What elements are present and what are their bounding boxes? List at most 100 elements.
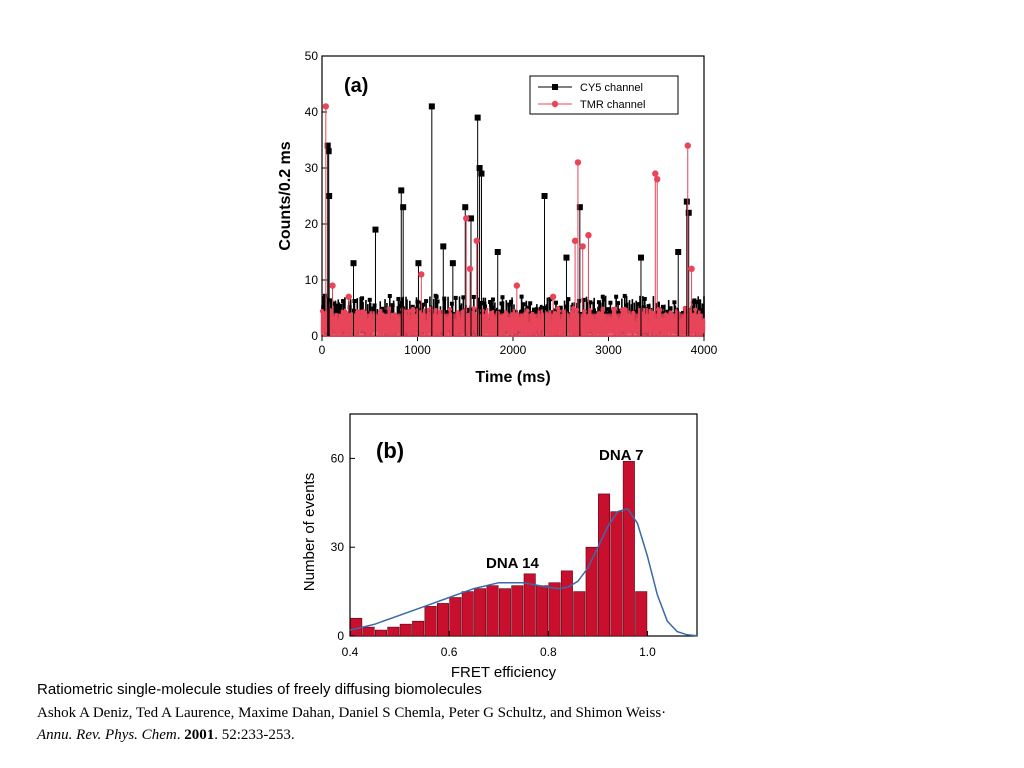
tmr-burst-point — [550, 294, 556, 300]
tmr-burst-point — [654, 176, 660, 182]
cy5-burst-point — [638, 255, 644, 261]
cy5-burst-point — [686, 210, 692, 216]
legend-tmr-label: TMR channel — [580, 99, 645, 111]
x-axis-label-a: Time (ms) — [475, 369, 550, 386]
tmr-burst-point — [575, 159, 581, 165]
tmr-burst-point — [514, 282, 520, 288]
histogram-bar — [375, 630, 386, 636]
tmr-burst-point — [323, 103, 329, 109]
panel-label-a: (a) — [344, 75, 368, 97]
annotation-dna14: DNA 14 — [486, 555, 539, 572]
y-tick-label-b: 30 — [331, 540, 345, 554]
cy5-noise-point — [461, 295, 465, 299]
y-tick-label-a: 0 — [311, 329, 318, 343]
x-tick-label-a: 4000 — [691, 343, 718, 357]
histogram-bar — [487, 586, 498, 636]
tmr-noise-point — [387, 306, 391, 310]
tmr-burst-point — [688, 266, 694, 272]
cy5-noise-point — [522, 302, 526, 306]
cy5-noise-point — [388, 294, 392, 298]
y-tick-label-a: 20 — [305, 217, 319, 231]
caption-journal-name: Annu. Rev. Phys. Chem — [37, 727, 177, 743]
tmr-noise-point — [613, 306, 617, 310]
cy5-noise-point — [588, 300, 592, 304]
cy5-burst-point — [415, 260, 421, 266]
cy5-noise-point — [424, 299, 428, 303]
cy5-noise-point — [554, 301, 558, 305]
chart-b: 0 30 60 0.4 0.6 0.8 1.0 FRET efficiency Number o… — [296, 410, 702, 682]
legend-a: CY5 channel TMR channel — [530, 76, 678, 114]
caption-authors: Ashok A Deniz, Ted A Laurence, Maxime Da… — [37, 705, 666, 722]
tmr-noise-point — [557, 309, 561, 313]
y-tick-label-b: 0 — [337, 629, 344, 643]
cy5-noise-point — [368, 298, 372, 302]
x-tick-label-a: 1000 — [404, 343, 431, 357]
tmr-noise-point — [472, 306, 476, 310]
cy5-noise-point — [643, 297, 647, 301]
cy5-burst-point — [398, 187, 404, 193]
tmr-burst-point — [580, 243, 586, 249]
histogram-bar — [512, 586, 523, 636]
cy5-noise-point — [435, 295, 439, 299]
caption-journal: Annu. Rev. Phys. Chem. 2001. 52:233-253. — [37, 727, 295, 744]
tmr-noise-point — [658, 308, 662, 312]
tmr-noise-point — [433, 308, 437, 312]
caption-pages: . 52:233-253. — [214, 727, 294, 743]
histogram-bar — [450, 598, 461, 636]
histogram-bar — [400, 624, 411, 636]
histogram-bar — [549, 583, 560, 636]
y-tick-label-a: 40 — [305, 105, 319, 119]
histogram-bar — [388, 627, 399, 636]
x-tick-label-a: 3000 — [595, 343, 622, 357]
legend-cy5-marker — [552, 84, 558, 90]
tmr-noise-point — [525, 308, 529, 312]
cy5-noise-point — [396, 297, 400, 301]
panel-label-b: (b) — [376, 438, 404, 463]
caption-year: 2001 — [184, 727, 214, 743]
cy5-burst-point — [477, 165, 483, 171]
tmr-burst-point — [418, 271, 424, 277]
tmr-noise-point — [693, 307, 697, 311]
x-tick-label-b: 0.6 — [441, 645, 458, 659]
cy5-noise-point — [421, 303, 425, 307]
cy5-noise-point — [614, 295, 618, 299]
histogram-bar — [574, 592, 585, 636]
cy5-burst-point — [462, 204, 468, 210]
cy5-noise-point — [500, 295, 504, 299]
histogram-bar — [561, 571, 572, 636]
histogram-bar — [499, 589, 510, 636]
cy5-noise-point — [672, 300, 676, 304]
legend-cy5-label: CY5 channel — [580, 82, 643, 94]
tmr-noise-point — [429, 306, 433, 310]
x-tick-label-b: 1.0 — [639, 645, 656, 659]
cy5-noise-point — [616, 301, 620, 305]
tmr-noise-point — [601, 307, 605, 311]
cy5-noise-point — [566, 297, 570, 301]
tmr-baseline-band — [323, 314, 703, 337]
cy5-noise-point — [491, 297, 495, 301]
y-tick-label-a: 30 — [305, 161, 319, 175]
tmr-burst-point — [685, 142, 691, 148]
cy5-burst-point — [400, 204, 406, 210]
tmr-burst-point — [572, 238, 578, 244]
tmr-noise-point — [357, 310, 361, 314]
cy5-noise-point — [454, 296, 458, 300]
tmr-noise-point — [448, 307, 452, 311]
tmr-noise-point — [411, 308, 415, 312]
histogram-bar — [598, 494, 609, 636]
cy5-burst-point — [450, 260, 456, 266]
tmr-burst-point — [474, 238, 480, 244]
caption-title: Ratiometric single-molecule studies of f… — [37, 681, 482, 698]
x-axis-label-b: FRET efficiency — [451, 664, 557, 681]
tmr-noise-point — [407, 309, 411, 313]
cy5-noise-point — [608, 301, 612, 305]
cy5-noise-point — [436, 299, 440, 303]
y-tick-label-a: 50 — [305, 49, 319, 63]
tmr-burst-point — [346, 294, 352, 300]
cy5-burst-point — [326, 193, 332, 199]
cy5-burst-point — [675, 249, 681, 255]
histogram-bar — [462, 592, 473, 636]
y-axis-label-a: Counts/0.2 ms — [277, 141, 294, 250]
histogram-bar — [623, 461, 634, 636]
tmr-burst-point — [329, 282, 335, 288]
